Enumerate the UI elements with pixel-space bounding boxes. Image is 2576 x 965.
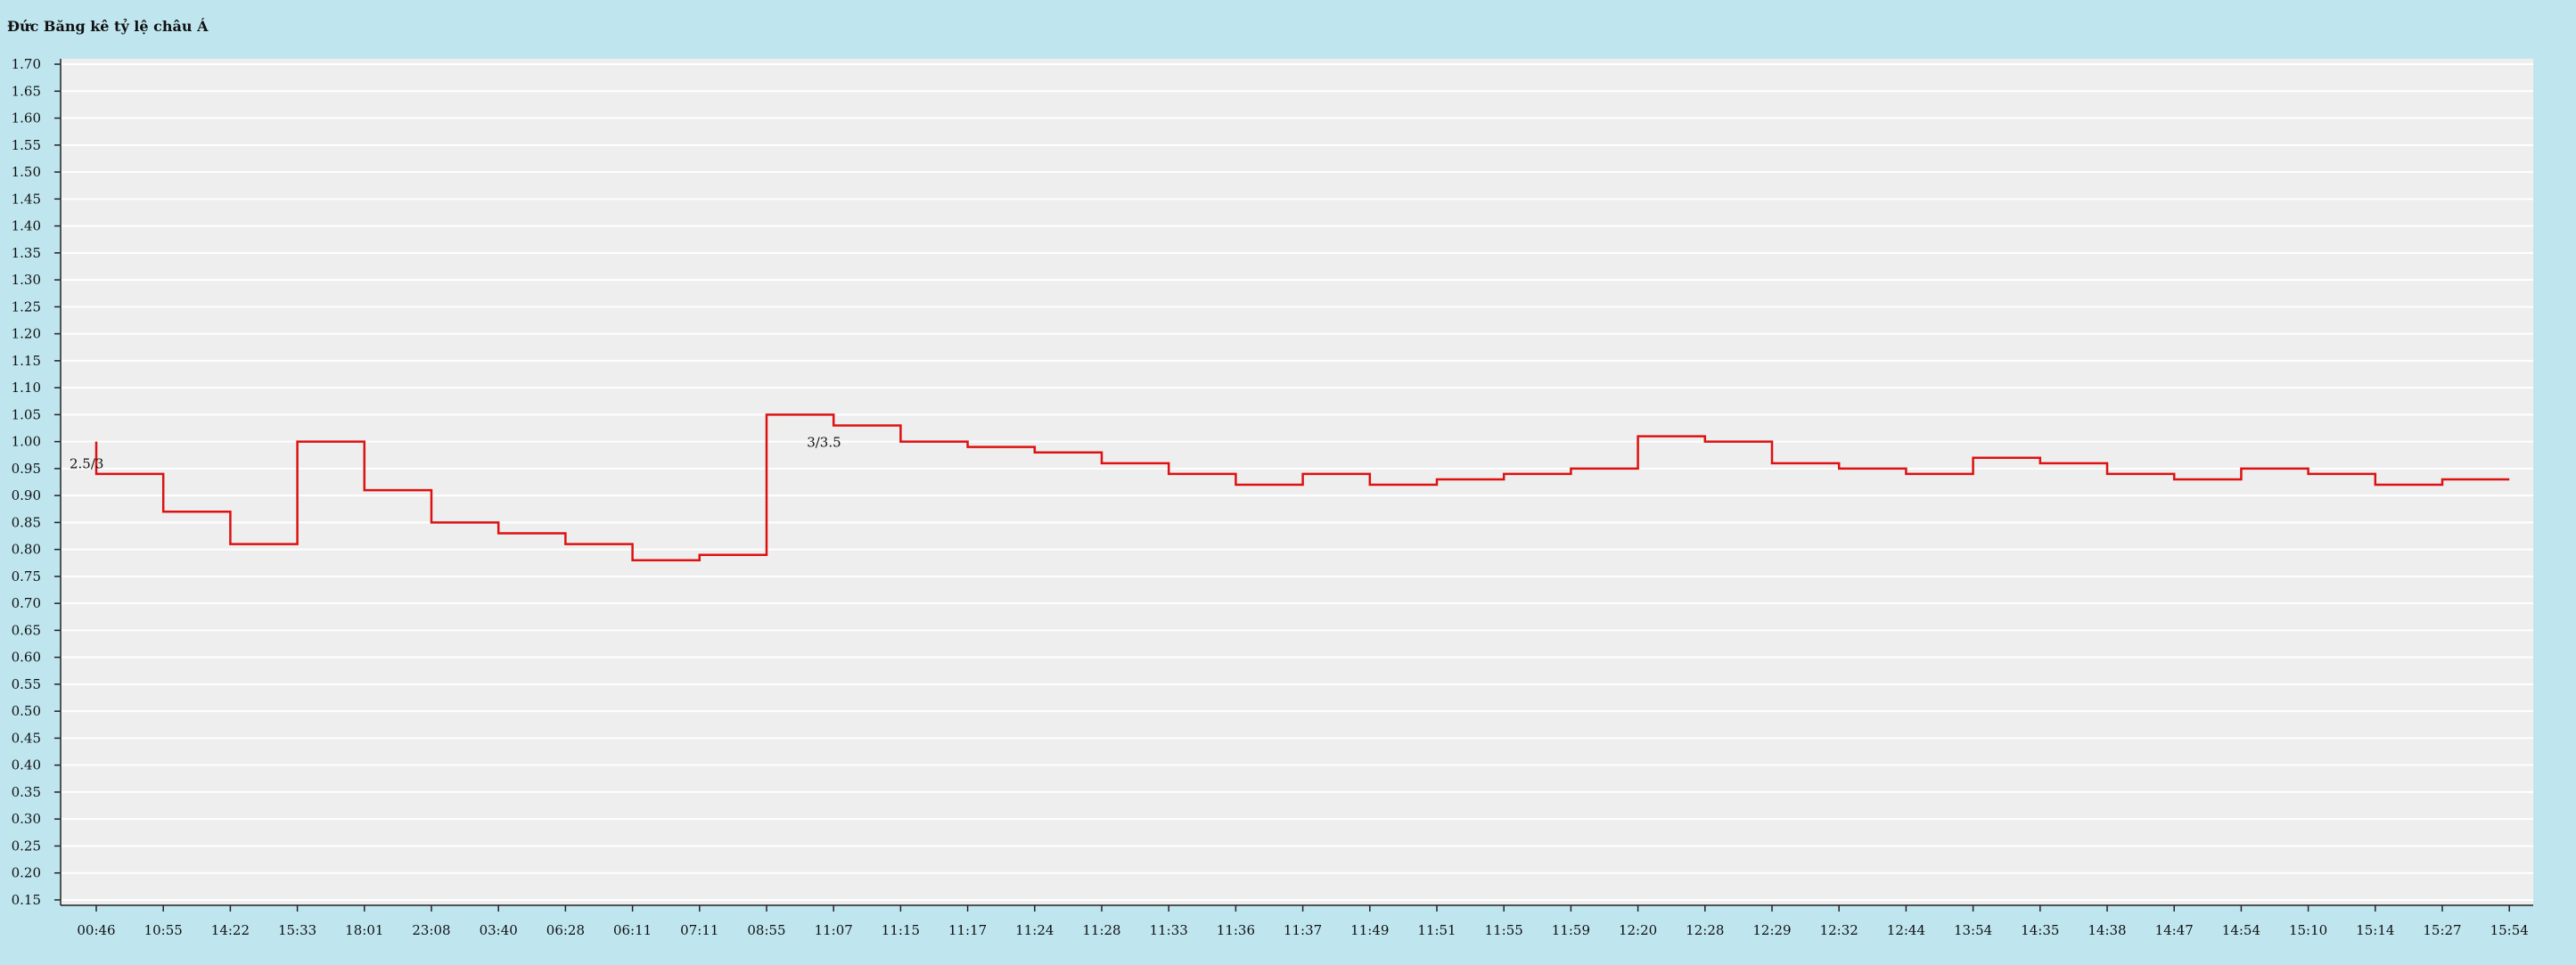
y-tick-label: 0.20 (12, 865, 41, 881)
x-tick-label: 11:55 (1485, 922, 1523, 938)
x-tick-label: 18:01 (345, 922, 383, 938)
x-tick-label: 15:27 (2423, 922, 2461, 938)
y-tick-label: 0.35 (12, 784, 41, 800)
x-tick-label: 03:40 (480, 922, 518, 938)
y-tick-label: 1.35 (12, 245, 41, 261)
y-tick-label: 0.60 (12, 650, 41, 666)
y-tick-label: 0.25 (12, 838, 41, 854)
y-tick-label: 1.55 (12, 137, 41, 153)
plot-background (61, 59, 2533, 905)
x-tick-label: 23:08 (412, 922, 450, 938)
x-tick-label: 12:28 (1686, 922, 1724, 938)
x-tick-label: 06:28 (546, 922, 585, 938)
x-tick-label: 14:54 (2222, 922, 2260, 938)
y-tick-label: 0.65 (12, 622, 41, 638)
y-tick-label: 0.85 (12, 514, 41, 530)
x-tick-label: 07:11 (680, 922, 718, 938)
y-tick-label: 0.45 (12, 730, 41, 746)
x-tick-labels: 00:46 10:55 14:22 15:33 18:01 23:08 03:40 06:28… (77, 922, 2528, 938)
y-tick-label: 1.10 (12, 380, 41, 396)
x-tick-label: 12:29 (1752, 922, 1791, 938)
x-tick-label: 08:55 (747, 922, 785, 938)
x-tick-label: 14:22 (211, 922, 250, 938)
y-tick-label: 1.60 (12, 110, 41, 127)
y-tick-label: 0.15 (12, 892, 41, 908)
y-tick-label: 0.75 (12, 568, 41, 585)
axes (54, 59, 2533, 912)
x-tick-label: 12:20 (1619, 922, 1657, 938)
y-tick-label: 1.50 (12, 164, 41, 180)
x-tick-label: 14:35 (2021, 922, 2059, 938)
y-tick-label: 1.00 (12, 434, 41, 450)
grid-lines (61, 63, 2533, 901)
x-tick-label: 13:54 (1954, 922, 1992, 938)
x-tick-label: 11:07 (815, 922, 853, 938)
y-tick-label: 0.90 (12, 487, 41, 503)
x-tick-label: 15:10 (2289, 922, 2327, 938)
y-tick-labels: 1.70 1.65 1.60 1.55 1.50 1.45 1.40 1.35 1.30 1.25… (12, 56, 41, 908)
x-tick-label: 11:33 (1150, 922, 1188, 938)
x-tick-label: 10:55 (144, 922, 183, 938)
x-tick-label: 12:32 (1820, 922, 1858, 938)
annotation-label: 2.5/3 (70, 456, 103, 472)
y-tick-label: 0.50 (12, 703, 41, 719)
y-tick-label: 1.65 (12, 83, 41, 99)
x-tick-label: 00:46 (77, 922, 115, 938)
annotations: 2.5/3 3/3.5 (70, 435, 841, 472)
y-tick-label: 0.70 (12, 595, 41, 611)
y-tick-label: 0.30 (12, 811, 41, 827)
x-tick-label: 12:44 (1887, 922, 1925, 938)
x-tick-label: 14:38 (2088, 922, 2126, 938)
y-tick-label: 1.40 (12, 218, 41, 234)
x-tick-label: 11:51 (1417, 922, 1456, 938)
y-tick-label: 1.05 (12, 406, 41, 422)
y-tick-label: 1.25 (12, 298, 41, 315)
y-tick-label: 1.45 (12, 191, 41, 207)
y-tick-label: 0.40 (12, 757, 41, 773)
annotation-label: 3/3.5 (807, 435, 841, 451)
x-tick-label: 11:49 (1350, 922, 1389, 938)
x-tick-label: 11:24 (1015, 922, 1054, 938)
x-tick-label: 11:36 (1217, 922, 1255, 938)
series-lines (94, 413, 2510, 561)
y-tick-label: 0.55 (12, 676, 41, 692)
chart-title: Đức Băng kê tỷ lệ châu Á (7, 18, 209, 35)
y-tick-label: 1.70 (12, 56, 41, 72)
x-tick-label: 11:59 (1552, 922, 1590, 938)
x-tick-label: 11:17 (948, 922, 987, 938)
x-tick-label: 11:37 (1284, 922, 1322, 938)
x-tick-label: 11:28 (1082, 922, 1120, 938)
y-tick-label: 1.15 (12, 353, 41, 369)
series-line (94, 413, 2510, 561)
x-tick-label: 11:15 (882, 922, 920, 938)
x-tick-label: 15:33 (278, 922, 316, 938)
x-tick-label: 15:14 (2356, 922, 2394, 938)
y-tick-label: 0.95 (12, 461, 41, 477)
x-tick-label: 14:47 (2155, 922, 2194, 938)
y-tick-label: 0.80 (12, 542, 41, 558)
y-tick-label: 1.20 (12, 326, 41, 342)
x-tick-label: 06:11 (613, 922, 652, 938)
y-tick-label: 1.30 (12, 272, 41, 288)
x-tick-label: 15:54 (2490, 922, 2529, 938)
